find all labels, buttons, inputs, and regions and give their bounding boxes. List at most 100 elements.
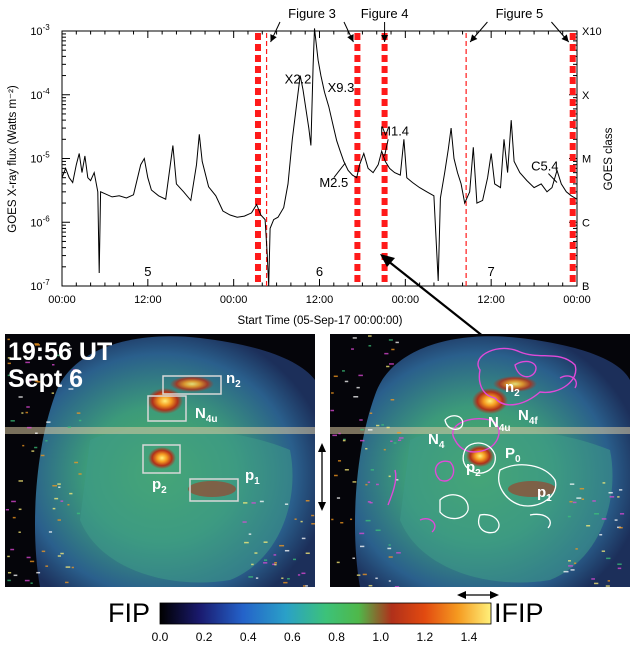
noise-speck <box>606 557 611 560</box>
figure4-connector-arrow <box>382 256 485 338</box>
region-label-subscript: 2 <box>161 485 167 496</box>
noise-speck <box>292 558 296 561</box>
figure4-connector-arrowhead <box>380 254 395 267</box>
noise-speck <box>7 571 12 574</box>
noise-speck <box>569 483 575 485</box>
noise-speck <box>36 571 41 574</box>
noise-speck <box>31 450 35 452</box>
noise-speck <box>563 570 569 573</box>
noise-speck <box>67 503 70 506</box>
x-tick-label: 12:00 <box>306 294 334 306</box>
white-contours <box>439 415 557 534</box>
noise-speck <box>76 512 81 515</box>
noise-speck <box>398 437 404 439</box>
noise-speck <box>617 496 620 498</box>
x-axis-label: Start Time (05-Sep-17 00:00:00) <box>238 315 403 327</box>
noise-speck <box>605 585 610 587</box>
noise-speck <box>617 563 622 565</box>
noise-speck <box>52 507 56 510</box>
noise-speck <box>263 559 268 561</box>
region-label-subscript: 4f <box>529 416 539 427</box>
noise-speck <box>18 508 22 511</box>
noise-speck <box>21 412 24 414</box>
noise-speck <box>71 566 74 569</box>
noise-speck <box>576 497 582 499</box>
noise-speck <box>594 582 599 585</box>
colorbar-tick-label: 0.0 <box>152 630 169 644</box>
noise-speck <box>254 552 258 554</box>
noise-speck <box>602 482 606 484</box>
noise-speck <box>614 519 618 521</box>
noise-speck <box>376 424 380 427</box>
right-panel-noise <box>330 335 625 587</box>
noise-speck <box>27 426 32 429</box>
noise-speck <box>35 432 38 434</box>
colorbar-tick-label: 0.6 <box>284 630 301 644</box>
noise-speck <box>351 348 354 350</box>
colorbar-gradient <box>159 602 492 625</box>
noise-speck <box>283 581 288 584</box>
noise-speck <box>5 508 10 511</box>
region-box-n2 <box>162 375 222 395</box>
noise-speck <box>274 563 277 566</box>
region-label-subscript: 2 <box>475 468 481 479</box>
noise-speck <box>331 518 334 521</box>
colorbar-tick-label: 0.4 <box>240 630 257 644</box>
noise-speck <box>24 579 30 582</box>
noise-speck <box>592 500 596 502</box>
noise-speck <box>251 563 254 566</box>
noise-speck <box>343 438 346 441</box>
noise-speck <box>67 426 72 429</box>
noise-speck <box>78 473 82 475</box>
noise-speck <box>305 552 310 555</box>
noise-speck <box>41 550 46 553</box>
noise-speck <box>350 518 353 521</box>
figure-ref-arrowhead <box>270 34 277 42</box>
noise-speck <box>356 574 361 576</box>
noise-speck <box>263 562 268 564</box>
flare-pointer <box>384 139 389 156</box>
noise-speck <box>393 442 397 444</box>
noise-speck <box>26 556 31 559</box>
flare-pointer <box>548 173 558 183</box>
noise-speck <box>331 392 334 394</box>
region-label-subscript: 4u <box>206 414 218 425</box>
xray-flux-line <box>61 28 578 287</box>
region-label-subscript: 1 <box>546 493 552 504</box>
noise-speck <box>617 567 622 570</box>
noise-speck <box>569 500 573 503</box>
noise-speck <box>45 565 49 567</box>
noise-speck <box>568 560 571 562</box>
noise-speck <box>397 439 402 442</box>
y-tick-exponent: -6 <box>43 214 51 223</box>
plot-frame <box>61 30 578 287</box>
vertical-scale-arrow <box>318 443 326 511</box>
noise-speck <box>332 434 337 437</box>
figure-ref-arrowhead <box>381 35 389 42</box>
noise-speck <box>243 502 248 504</box>
figure-ref-label: Figure 5 <box>496 6 544 21</box>
figure-ref-label: Figure 3 <box>288 6 336 21</box>
noise-speck <box>570 569 575 571</box>
noise-speck <box>375 577 378 580</box>
noise-speck <box>383 448 386 451</box>
noise-speck <box>51 392 55 394</box>
noise-speck <box>54 497 59 500</box>
noise-speck <box>389 363 394 365</box>
day-label: 5 <box>144 264 151 279</box>
colorbar: FIP IFIP 0.0 0.2 0.4 0.6 0.8 1.0 1.2 1.4 <box>108 598 544 644</box>
noise-speck <box>60 552 64 555</box>
noise-speck <box>586 524 591 527</box>
noise-speck <box>46 421 51 423</box>
noise-speck <box>367 501 371 503</box>
colorbar-right-label: IFIP <box>494 598 544 628</box>
region-label-subscript: 2 <box>235 379 241 390</box>
noise-speck <box>18 396 23 398</box>
noise-speck <box>330 409 335 412</box>
noise-speck <box>607 580 610 582</box>
noise-speck <box>594 513 599 515</box>
noise-speck <box>22 444 25 447</box>
noise-speck <box>11 500 16 503</box>
noise-speck <box>609 496 615 498</box>
y-tick-label: 10-6 <box>30 214 50 229</box>
